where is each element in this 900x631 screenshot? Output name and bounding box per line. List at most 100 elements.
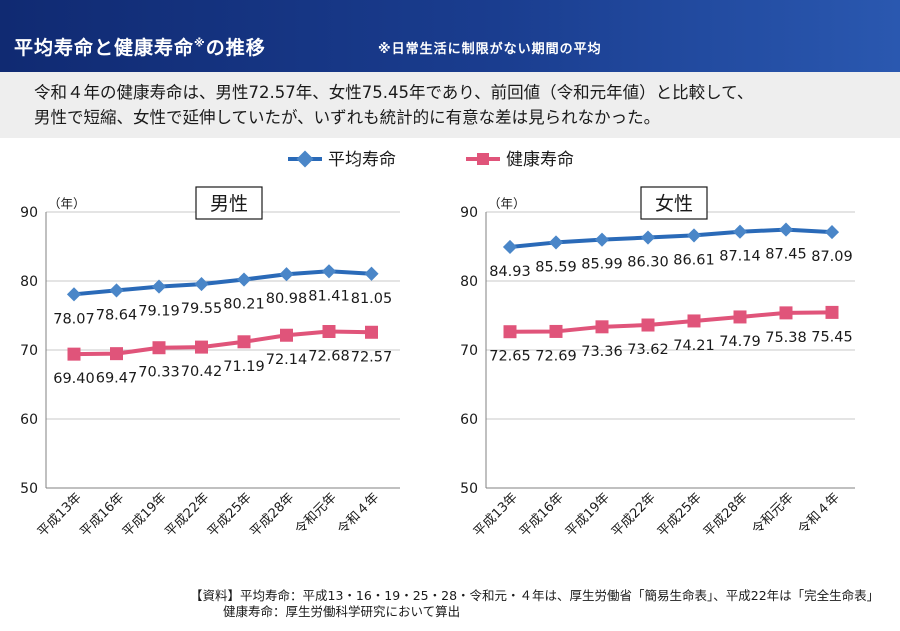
male-ytick-label: 50 [20,481,38,497]
legend-avg-label: 平均寿命 [328,150,396,170]
female-healthy-data-label: 72.69 [535,348,577,364]
male-healthy-point [152,341,166,355]
male-healthy-point [237,335,251,349]
male-ytick-label: 70 [20,343,38,359]
female-healthy-data-label: 72.65 [489,349,531,365]
male-xtick-label: 平成19年 [120,490,170,540]
female-avg-point [778,222,794,237]
male-avg-data-label: 79.55 [181,301,223,317]
female-avg-point [732,224,748,239]
legend-healthy-label: 健康寿命 [506,150,574,170]
male-healthy-data-label: 70.42 [181,364,223,380]
male-series-avg-line [73,269,372,297]
male-ytick-label: 80 [20,274,38,290]
title-suffix: の推移 [205,37,266,59]
female-avg-data-label: 87.14 [719,249,761,265]
legend-avg-marker [296,150,314,168]
male-xtick-label: 令和元年 [292,490,339,537]
male-healthy-point [280,328,293,342]
female-unit-label: （年） [488,196,526,211]
footer-source: 【資料】平均寿命：平成13・16・19・25・28・令和元・４年は、厚生労働省「… [190,588,890,620]
male-series-healthy-line [73,329,372,357]
male-healthy-point [67,347,81,361]
footer-line-2: 健康寿命：厚生労働科学研究において算出 [223,604,461,619]
title-mark: ※ [194,36,206,50]
female-avg-point [502,239,518,255]
female-healthy-point [733,310,747,324]
female-ytick-label: 50 [460,481,478,497]
male-healthy-data-label: 70.33 [138,365,180,381]
female-healthy-point [779,306,793,320]
female-avg-point [640,230,656,245]
female-ytick-label: 60 [460,412,478,428]
male-healthy-data-label: 72.57 [351,349,393,365]
male-avg-data-label: 81.41 [308,288,350,304]
male-xtick-label: 平成13年 [35,490,85,540]
female-avg-point [686,228,702,243]
male-panel-title: 男性 [210,193,248,215]
male-avg-point [151,279,167,294]
female-avg-point [548,235,564,250]
summary-line-1: 令和４年の健康寿命は、男性72.57年、女性75.45年であり、前回値（令和元年… [34,83,754,102]
female-series-healthy-line [509,310,833,334]
male-avg-data-label: 78.64 [96,307,138,323]
title-main: 平均寿命と健康寿命 [14,37,195,59]
male-healthy-data-label: 72.68 [308,349,350,365]
male-avg-data-label: 81.05 [351,291,393,307]
female-series-avg-line [509,227,833,249]
female-panel-title: 女性 [655,193,693,215]
female-ytick-label: 70 [460,343,478,359]
legend-healthy-marker [477,153,489,165]
female-healthy-point [641,318,655,332]
male-ytick-label: 90 [20,205,38,221]
female-ytick-label: 90 [460,205,478,221]
male-xtick-label: 平成16年 [77,490,127,540]
page-subtitle: ※日常生活に制限がない期間の平均 [378,42,602,57]
male-healthy-data-label: 71.19 [223,359,265,375]
male-avg-data-label: 78.07 [53,311,95,327]
male-avg-point [364,266,379,281]
female-avg-point [824,225,840,240]
female-avg-data-label: 84.93 [489,264,531,280]
male-avg-data-label: 80.21 [223,297,265,313]
male-healthy-point [365,325,378,339]
male-healthy-point [110,347,123,361]
male-title-box [195,186,263,220]
female-xtick-label: 平成16年 [517,490,567,540]
page-title: 平均寿命と健康寿命※の推移 [14,33,266,60]
male-healthy-point [195,340,208,354]
female-xtick-label: 平成22年 [609,490,659,540]
female-healthy-data-label: 73.36 [581,344,623,360]
male-avg-point [194,277,209,292]
female-healthy-point [825,305,839,319]
male-avg-data-label: 79.19 [138,304,180,320]
female-title-box [640,186,708,220]
male-avg-data-label: 80.98 [266,291,308,307]
male-xtick-label: 令和４年 [335,490,382,537]
male-healthy-data-label: 72.14 [266,352,308,368]
female-healthy-point [503,325,517,339]
footer-line-1: 【資料】平均寿命：平成13・16・19・25・28・令和元・４年は、厚生労働省「… [190,588,880,603]
female-healthy-data-label: 74.79 [719,334,761,350]
female-avg-point [594,232,610,247]
female-healthy-point [687,314,701,328]
female-avg-data-label: 86.61 [673,252,715,268]
male-healthy-data-label: 69.47 [96,371,138,387]
male-xtick-label: 平成25年 [205,490,255,540]
female-avg-data-label: 85.99 [581,257,623,273]
male-xtick-label: 平成22年 [162,490,212,540]
male-ytick-label: 60 [20,412,38,428]
male-healthy-point [322,325,336,339]
male-avg-point [66,287,82,302]
female-xtick-label: 平成28年 [701,490,751,540]
summary-line-2: 男性で短縮、女性で延伸していたが、いずれも統計的に有意な差は見られなかった。 [34,108,661,127]
female-healthy-point [595,320,609,334]
female-xtick-label: 令和４年 [795,490,842,537]
female-avg-data-label: 87.09 [811,249,853,265]
female-healthy-data-label: 74.21 [673,338,715,354]
female-healthy-data-label: 75.45 [811,329,853,345]
male-unit-label: （年） [48,196,86,211]
female-avg-data-label: 85.59 [535,259,577,275]
male-xtick-label: 平成28年 [247,490,297,540]
